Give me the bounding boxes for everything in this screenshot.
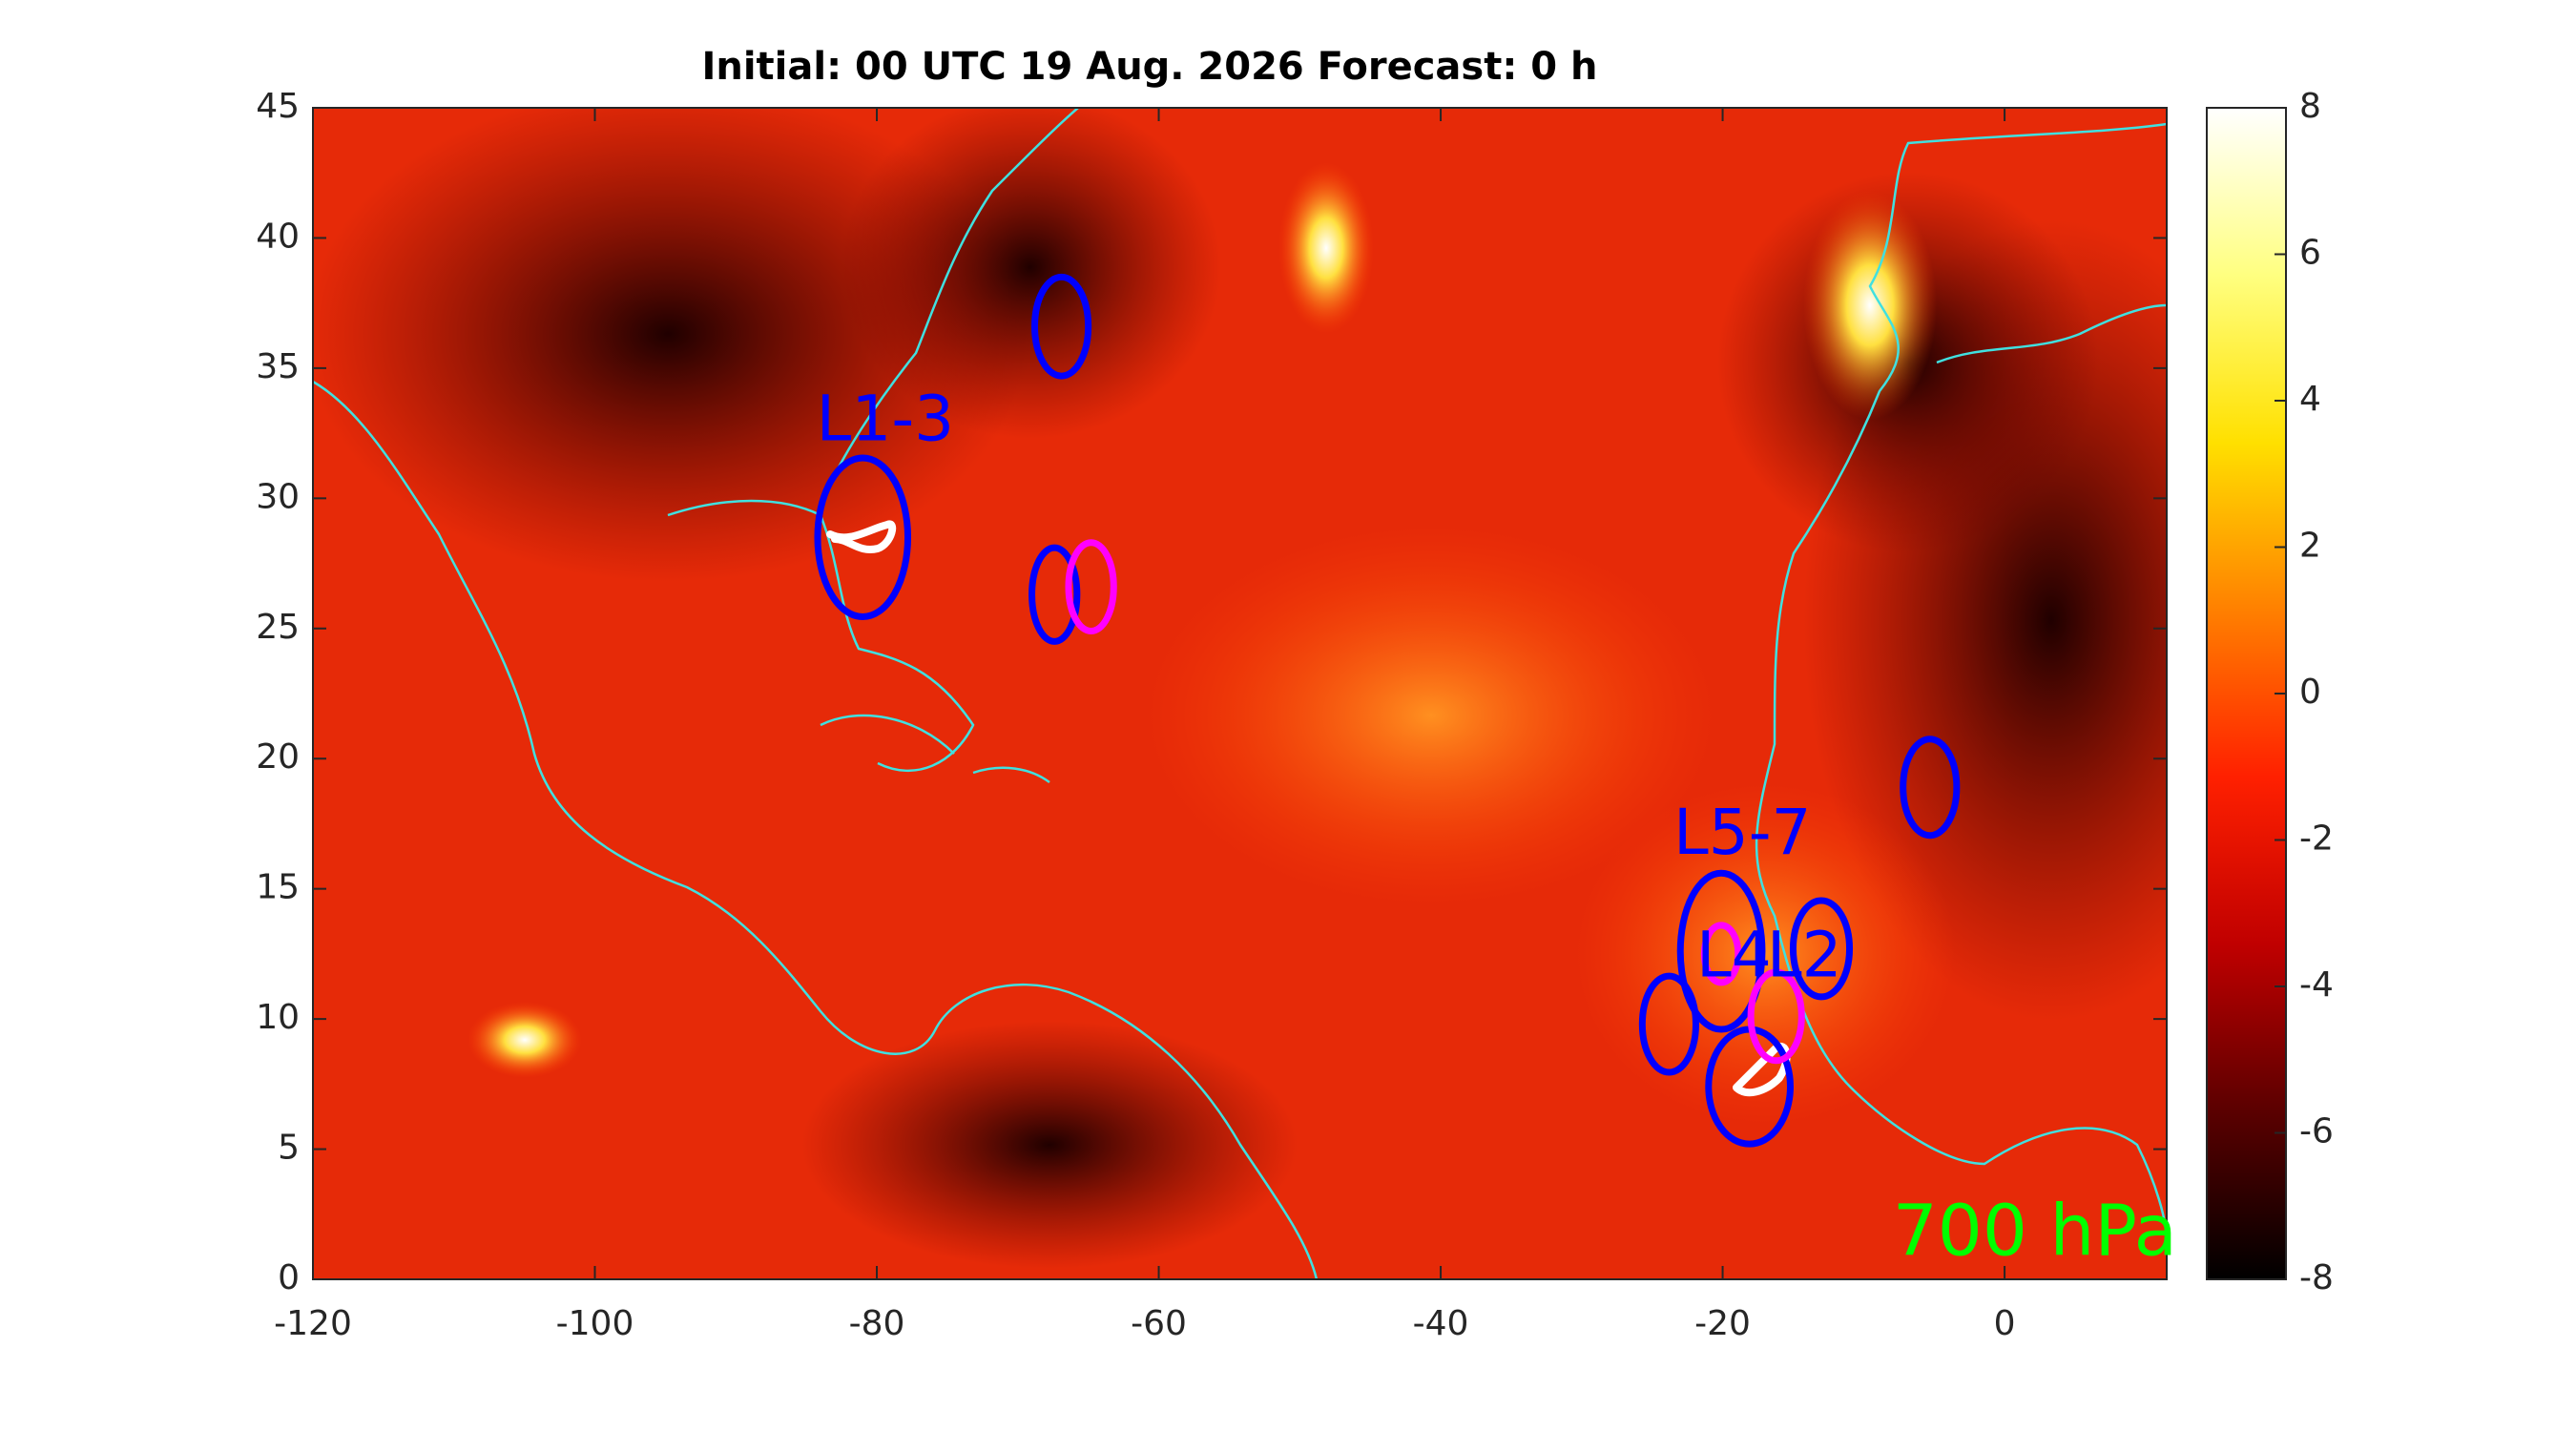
feature-label: L2	[1767, 918, 1842, 991]
track	[826, 520, 897, 553]
coastline	[1936, 303, 2167, 364]
x-tick-label: -20	[1694, 1304, 1751, 1343]
y-tick-label: 40	[256, 217, 300, 256]
y-tick-label: 45	[256, 87, 300, 126]
plot-frame	[312, 107, 2168, 1280]
y-tick-label: 25	[256, 608, 300, 647]
feature-ellipse	[1065, 539, 1117, 635]
feature-ellipse	[1900, 736, 1961, 840]
feature-ellipse	[1676, 869, 1766, 1033]
feature-ellipse	[1638, 972, 1699, 1076]
coastline	[1755, 122, 2167, 1241]
field-pattern	[1278, 162, 1374, 334]
field-pattern	[1803, 191, 1937, 420]
colorbar-tick-label: 8	[2299, 87, 2321, 126]
colorbar-tick-label: -6	[2299, 1112, 2334, 1151]
y-tick-label: 35	[256, 347, 300, 386]
colorbar-tick-label: 4	[2299, 380, 2321, 419]
field-pattern	[840, 108, 1221, 439]
colorbar-tick-label: 6	[2299, 234, 2321, 273]
y-tick-label: 0	[278, 1258, 300, 1297]
feature-ellipse	[1031, 273, 1092, 380]
colorbar-tick-label: -2	[2299, 819, 2334, 859]
colorbar-tick-label: 2	[2299, 527, 2321, 566]
x-tick-label: -120	[274, 1304, 352, 1343]
y-tick-label: 5	[278, 1129, 300, 1168]
y-tick-label: 10	[256, 998, 300, 1037]
colorbar-tick-label: 0	[2299, 673, 2321, 712]
feature-ellipse	[1700, 922, 1742, 986]
coastline	[820, 714, 1050, 784]
field-pattern	[801, 1021, 1298, 1269]
chart-title: Initial: 00 UTC 19 Aug. 2026 Forecast: 0…	[701, 45, 1597, 89]
field-pattern	[1145, 525, 1717, 906]
feature-label: L1-3	[817, 382, 955, 455]
colorbar-tick-label: -8	[2299, 1258, 2334, 1297]
x-tick-label: -60	[1131, 1304, 1187, 1343]
x-tick-label: -40	[1413, 1304, 1469, 1343]
x-tick-label: -100	[556, 1304, 634, 1343]
colorbar	[2206, 107, 2287, 1280]
feature-ellipse	[1747, 968, 1805, 1065]
y-tick-label: 20	[256, 737, 300, 777]
y-tick-label: 15	[256, 868, 300, 907]
field-pattern	[467, 1002, 582, 1078]
map-field	[313, 108, 2167, 1279]
feature-ellipse	[1789, 897, 1854, 1001]
x-tick-label: -80	[849, 1304, 905, 1343]
coastline	[313, 380, 1319, 1279]
feature-label: L4	[1696, 918, 1772, 991]
coastline	[819, 108, 1079, 507]
coastline	[667, 499, 975, 773]
feature-ellipse	[814, 454, 912, 620]
x-tick-label: 0	[1994, 1304, 2016, 1343]
y-tick-label: 30	[256, 477, 300, 516]
track	[1733, 1042, 1791, 1097]
feature-ellipse	[1028, 544, 1081, 645]
colorbar-tick-label: -4	[2299, 965, 2334, 1005]
level-annotation: 700 hPa	[1893, 1191, 2177, 1273]
feature-label: L5-7	[1673, 796, 1812, 869]
